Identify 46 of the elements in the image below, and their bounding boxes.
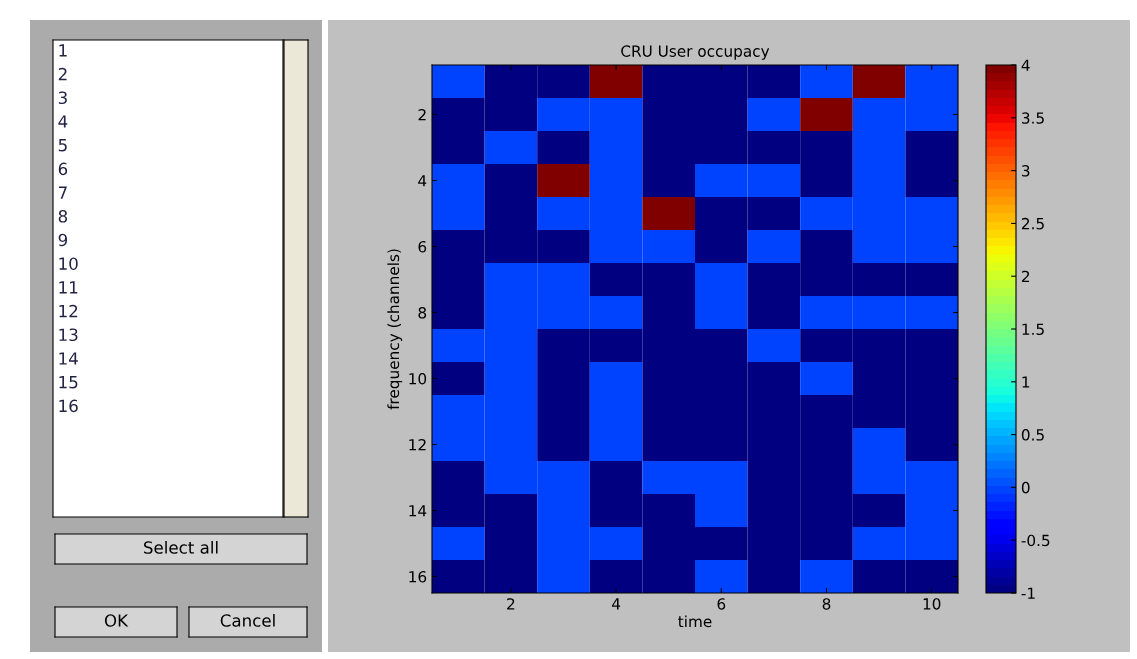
text: 12 xyxy=(59,304,78,318)
color-bar-label: 2 xyxy=(1021,270,1030,282)
y-tick-label: 8 xyxy=(418,306,427,319)
color-bar-label: -1 xyxy=(1021,587,1035,599)
y-tick-label: 16 xyxy=(409,570,427,583)
text: Cancel xyxy=(220,613,275,627)
text: 14 xyxy=(59,352,78,365)
y-tick-label: 2 xyxy=(418,108,426,121)
color-bar-label: 4 xyxy=(1021,59,1030,71)
y-axis-title: frequency (channels) xyxy=(387,249,403,410)
text: 15 xyxy=(59,376,78,389)
color-bar-label: 1.5 xyxy=(1022,323,1044,336)
text: 6 xyxy=(58,162,68,176)
color-bar-label: 3 xyxy=(1022,165,1030,177)
x-axis-title: time xyxy=(678,615,712,628)
text: Select all xyxy=(144,540,218,554)
text: 7 xyxy=(58,186,67,199)
color-bar-label: 0.5 xyxy=(1021,429,1044,441)
color-bar-label: 2.5 xyxy=(1021,217,1044,230)
y-tick-label: 12 xyxy=(409,438,426,451)
color-bar-label: -0.5 xyxy=(1021,534,1050,547)
color-bar-label: 3.5 xyxy=(1022,112,1044,124)
text: 2 xyxy=(58,67,67,81)
color-bar-label: 1 xyxy=(1022,376,1030,388)
x-tick-label: 4 xyxy=(611,598,621,610)
y-tick-label: 10 xyxy=(409,372,427,385)
chart-title: CRU User occupacy xyxy=(621,45,770,60)
x-tick-label: 2 xyxy=(507,598,515,610)
text: 9 xyxy=(58,233,68,247)
text: 5 xyxy=(58,139,67,152)
text: 16 xyxy=(59,399,78,413)
color-bar-label: 0 xyxy=(1021,481,1030,494)
text: 8 xyxy=(58,209,68,223)
text: 10 xyxy=(59,257,78,270)
x-tick-label: 6 xyxy=(717,598,726,610)
x-tick-label: 8 xyxy=(822,598,831,610)
text: 3 xyxy=(58,91,67,105)
text: 1 xyxy=(59,44,67,57)
x-tick-label: 10 xyxy=(923,598,941,610)
y-tick-label: 14 xyxy=(409,505,427,517)
text: 11 xyxy=(59,281,78,294)
text: 13 xyxy=(59,328,78,342)
text: OK xyxy=(104,614,129,627)
y-tick-label: 4 xyxy=(418,175,427,187)
y-tick-label: 6 xyxy=(418,240,427,253)
text: 4 xyxy=(58,115,68,128)
